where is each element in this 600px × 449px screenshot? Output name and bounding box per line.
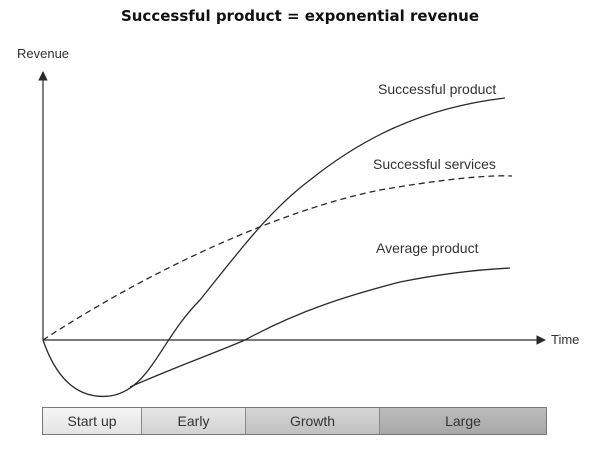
diagram-title: Successful product = exponential revenue [120, 7, 480, 25]
x-axis-label: Time [551, 332, 579, 347]
phase-large: Large [380, 408, 546, 434]
average-product-curve [129, 267, 511, 388]
phase-growth: Growth [246, 408, 380, 434]
y-axis-label: Revenue [17, 46, 69, 61]
successful-services-curve [42, 175, 513, 341]
successful-product-curve [42, 97, 506, 398]
successful-services-label: Successful services [373, 156, 496, 172]
successful-product-label: Successful product [378, 81, 496, 97]
phase-bar: Start up Early Growth Large [42, 407, 547, 435]
average-product-label: Average product [376, 240, 479, 256]
phase-early: Early [142, 408, 246, 434]
phase-start-up: Start up [43, 408, 142, 434]
